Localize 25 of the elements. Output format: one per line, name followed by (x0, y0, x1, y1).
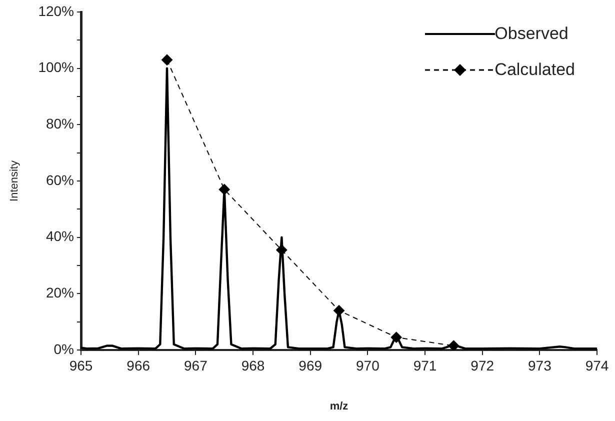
x-tick-label: 969 (298, 357, 322, 374)
y-tick-label: 40% (46, 228, 74, 244)
x-tick-label: 966 (126, 357, 150, 374)
legend-label: Observed (494, 24, 568, 44)
y-tick-label: 100% (38, 59, 74, 76)
x-tick-label: 967 (184, 357, 208, 374)
y-tick-label: 0% (54, 340, 74, 357)
y-tick-label: 120% (38, 2, 74, 19)
y-tick-label: 80% (46, 116, 74, 132)
x-axis-title: m/z (330, 400, 349, 412)
x-tick-label: 971 (413, 357, 437, 374)
y-tick-label: 60% (46, 172, 74, 188)
x-tick-label: 972 (470, 357, 494, 374)
y-tick-label: 20% (46, 284, 74, 301)
x-tick-label: 973 (528, 357, 552, 374)
point (448, 340, 460, 350)
point (390, 332, 402, 343)
x-tick-label: 968 (241, 357, 265, 374)
x-tick-label: 965 (69, 357, 93, 374)
x-tick-label: 974 (585, 357, 609, 374)
y-axis-title: Intensity (8, 160, 21, 202)
legend-label: Calculated (494, 60, 575, 80)
point (218, 184, 230, 195)
x-tick-label: 970 (356, 357, 380, 374)
point (162, 54, 173, 66)
